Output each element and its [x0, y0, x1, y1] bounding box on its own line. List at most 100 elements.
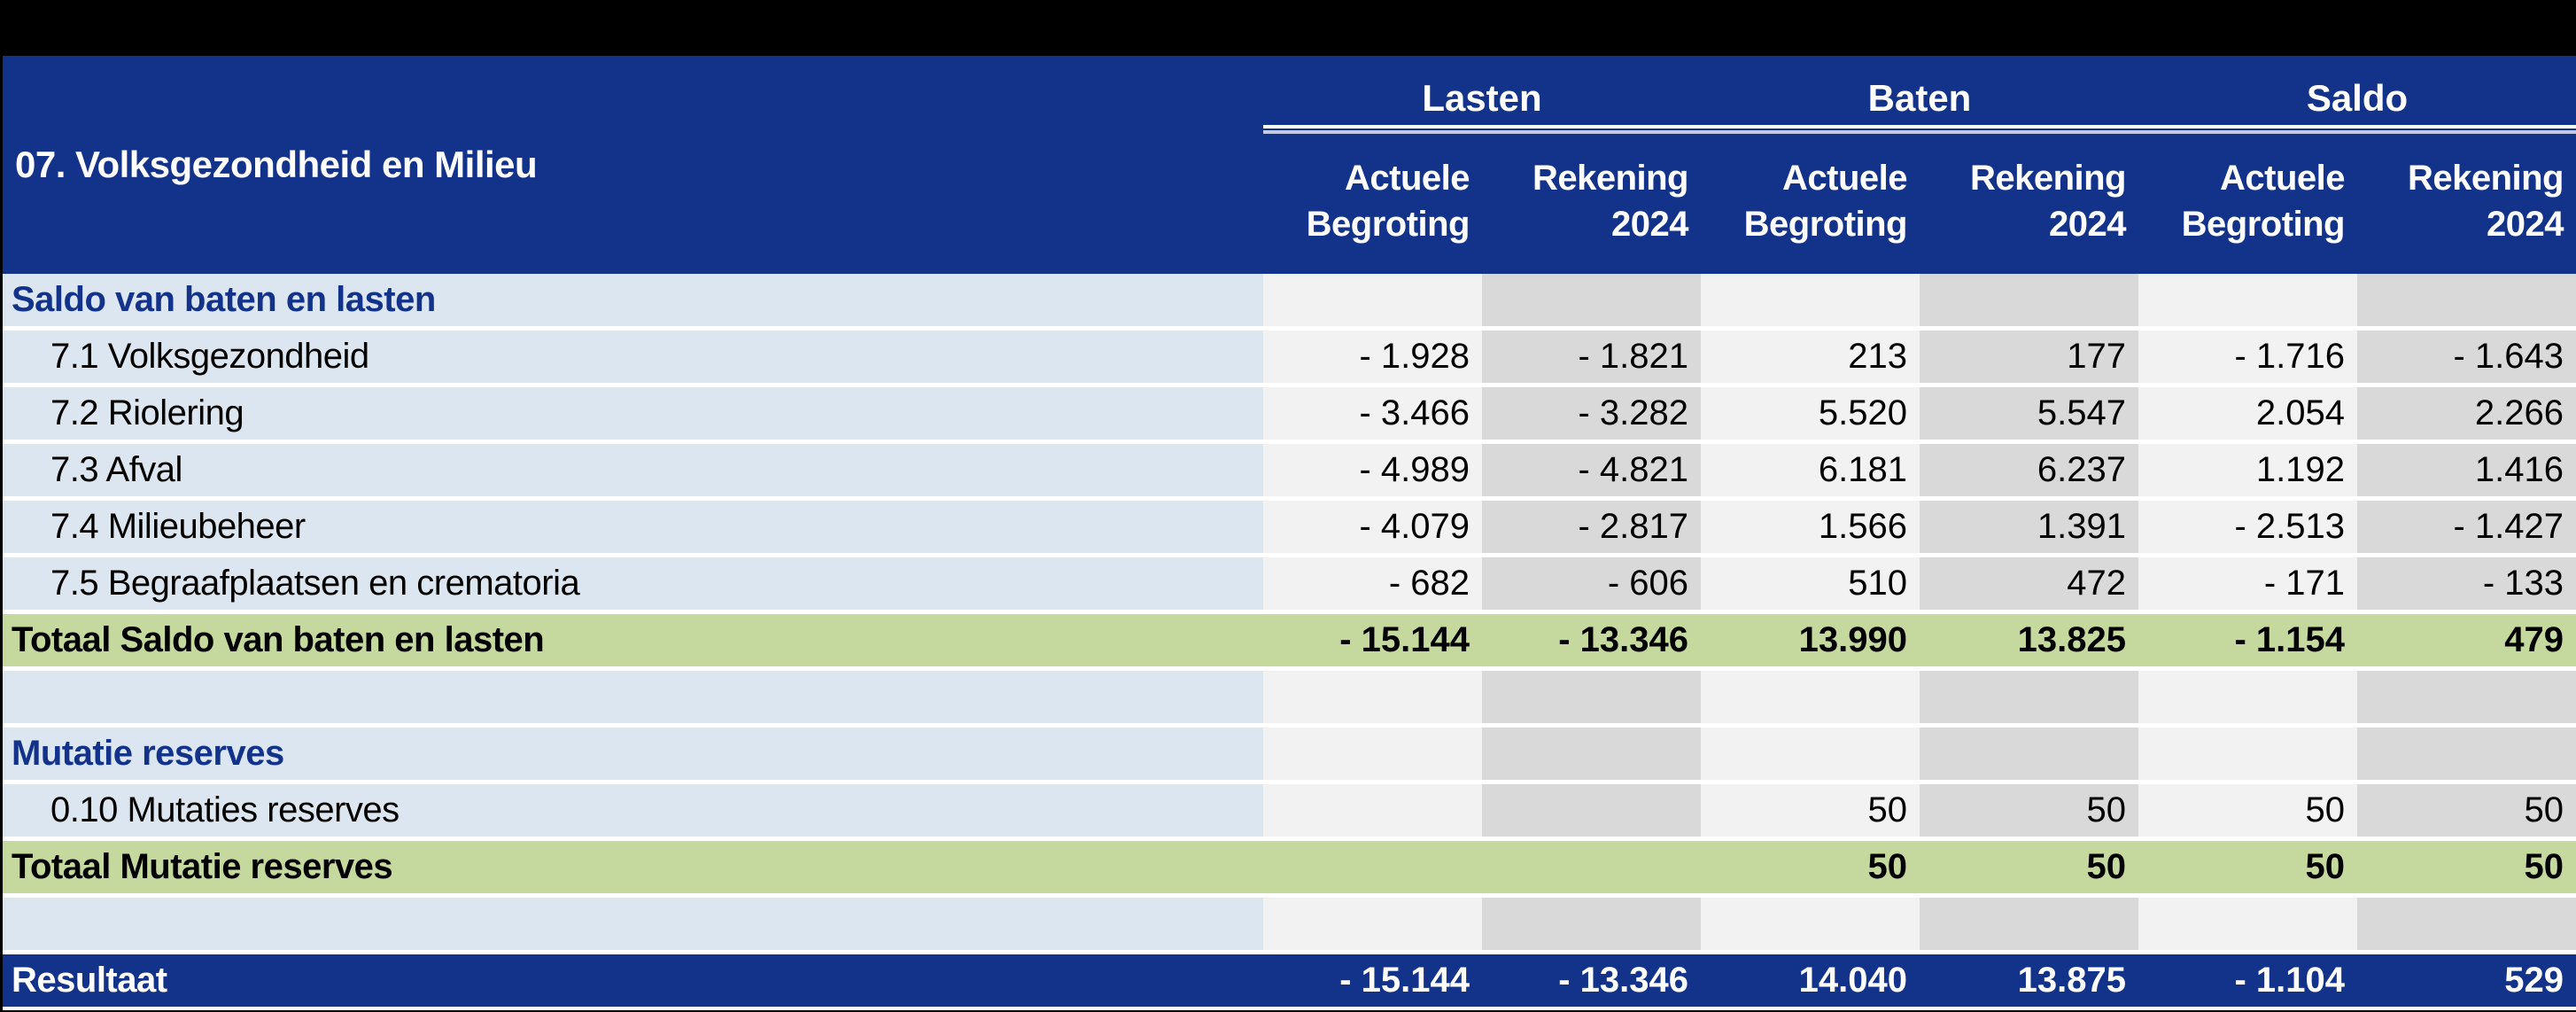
subheader-line1: Actuele	[2220, 159, 2346, 198]
row-label: Saldo van baten en lasten	[3, 274, 1263, 326]
cell-value	[1263, 274, 1482, 326]
subheader-line2: Begroting	[2181, 205, 2346, 244]
row-label: Resultaat	[12, 961, 167, 1000]
cell-value: - 4.079	[1263, 501, 1482, 553]
cell-value: - 1.104	[2234, 961, 2345, 1000]
row-label: Totaal Mutatie reserves	[12, 847, 393, 886]
subheader-line1: Actuele	[1345, 159, 1470, 198]
cell-value	[2357, 898, 2576, 950]
cell-value	[2357, 274, 2576, 326]
table-row: Mutatie reserves	[3, 728, 2576, 780]
cell-value	[1701, 728, 1920, 780]
table-row: Resultaat - 15.144 - 13.346 14.040 13.875 - 1…	[3, 954, 2576, 1010]
row-label: Totaal Saldo van baten en lasten	[12, 620, 545, 659]
column-group-row: Lasten Baten Saldo	[1263, 56, 2576, 125]
cell-value: - 171	[2138, 557, 2357, 610]
cell-value: - 13.346	[1558, 620, 1688, 659]
cell-value: - 15.144	[1339, 620, 1470, 659]
cell-value: 13.875	[2017, 961, 2126, 1000]
cell-value	[1482, 841, 1701, 893]
cell-value	[1263, 728, 1482, 780]
cell-value: 1.566	[1701, 501, 1920, 553]
subheader-baten-actuele-begroting: Actuele Begroting	[1701, 155, 1920, 247]
cell-value: - 1.821	[1482, 331, 1701, 383]
cell-value: 1.416	[2357, 444, 2576, 496]
cell-value: 50	[2357, 784, 2576, 837]
row-label: 7.1 Volksgezondheid	[3, 331, 1263, 383]
row-label	[3, 671, 1263, 723]
subheader-saldo-actuele-begroting: Actuele Begroting	[2138, 155, 2357, 247]
cell-value: - 4.989	[1263, 444, 1482, 496]
table-content: 07. Volksgezondheid en Milieu Lasten Bat…	[3, 56, 2576, 1010]
cell-value	[1263, 841, 1482, 893]
cell-value: 479	[2504, 620, 2564, 659]
cell-value	[2138, 898, 2357, 950]
cell-value	[2138, 671, 2357, 723]
cell-value: 213	[1701, 331, 1920, 383]
subheader-saldo-rekening-2024: Rekening 2024	[2357, 155, 2576, 247]
cell-value	[2357, 728, 2576, 780]
cell-value: 50	[1920, 784, 2138, 837]
cell-value: - 1.643	[2357, 331, 2576, 383]
cell-value: 2.266	[2357, 387, 2576, 440]
row-label: Mutatie reserves	[3, 728, 1263, 780]
table-row	[3, 671, 2576, 723]
cell-value: 6.181	[1701, 444, 1920, 496]
cell-value: - 606	[1482, 557, 1701, 610]
cell-value	[1482, 274, 1701, 326]
group-header-saldo: Saldo	[2306, 77, 2409, 119]
row-label: 7.3 Afval	[3, 444, 1263, 496]
table-row: 7.2 Riolering - 3.466- 3.282 5.520 5.547 2.0…	[3, 387, 2576, 440]
cell-value	[1482, 898, 1701, 950]
table-row: 7.1 Volksgezondheid - 1.928- 1.821 213 177-…	[3, 331, 2576, 383]
cell-value: 1.391	[1920, 501, 2138, 553]
group-header-baten: Baten	[1867, 77, 1972, 119]
cell-value: - 1.716	[2138, 331, 2357, 383]
cell-value: 14.040	[1798, 961, 1907, 1000]
page-title: 07. Volksgezondheid en Milieu	[15, 144, 538, 185]
cell-value: - 13.346	[1558, 961, 1688, 1000]
cell-value	[1482, 728, 1701, 780]
cell-value: 510	[1701, 557, 1920, 610]
column-headers: Lasten Baten Saldo Actuele Begroting Rek…	[1263, 56, 2576, 274]
cell-value: 5.520	[1701, 387, 1920, 440]
subheader-line1: Actuele	[1782, 159, 1908, 198]
table-row	[3, 898, 2576, 950]
table-header: 07. Volksgezondheid en Milieu Lasten Bat…	[3, 56, 2576, 274]
cell-value: 529	[2504, 961, 2564, 1000]
row-label: 0.10 Mutaties reserves	[3, 784, 1263, 837]
subheader-line2: 2024	[2487, 205, 2564, 244]
table-row: 7.5 Begraafplaatsen en crematoria - 682- …	[3, 557, 2576, 610]
cell-value: - 1.928	[1263, 331, 1482, 383]
cell-value: 13.990	[1798, 620, 1907, 659]
cell-value: 50	[2086, 847, 2127, 886]
cell-value: 13.825	[2017, 620, 2126, 659]
header-underline	[1263, 125, 2576, 128]
subheader-lasten-actuele-begroting: Actuele Begroting	[1263, 155, 1482, 247]
subheader-line1: Rekening	[1969, 159, 2127, 198]
cell-value: 177	[1920, 331, 2138, 383]
financial-table: 07. Volksgezondheid en Milieu Lasten Bat…	[0, 56, 2576, 1010]
cell-value	[1482, 784, 1701, 837]
table-row: 0.10 Mutaties reserves 50 50 50 50	[3, 784, 2576, 837]
cell-value: - 1.154	[2234, 620, 2345, 659]
row-label	[3, 898, 1263, 950]
row-label: 7.5 Begraafplaatsen en crematoria	[3, 557, 1263, 610]
cell-value: 5.547	[1920, 387, 2138, 440]
cell-value: 6.237	[1920, 444, 2138, 496]
cell-value: - 133	[2357, 557, 2576, 610]
cell-value: - 2.513	[2138, 501, 2357, 553]
subheader-line2: Begroting	[1743, 205, 1908, 244]
cell-value	[1701, 898, 1920, 950]
cell-value: - 2.817	[1482, 501, 1701, 553]
cell-value: - 682	[1263, 557, 1482, 610]
subheader-lasten-rekening-2024: Rekening 2024	[1482, 155, 1701, 247]
cell-value: 2.054	[2138, 387, 2357, 440]
cell-value: 50	[1867, 847, 1908, 886]
subheader-baten-rekening-2024: Rekening 2024	[1920, 155, 2138, 247]
cell-value	[1920, 274, 2138, 326]
cell-value: - 4.821	[1482, 444, 1701, 496]
subheader-line2: 2024	[1611, 205, 1688, 244]
table-row: Totaal Saldo van baten en lasten - 15.144…	[3, 614, 2576, 666]
cell-value	[1263, 898, 1482, 950]
